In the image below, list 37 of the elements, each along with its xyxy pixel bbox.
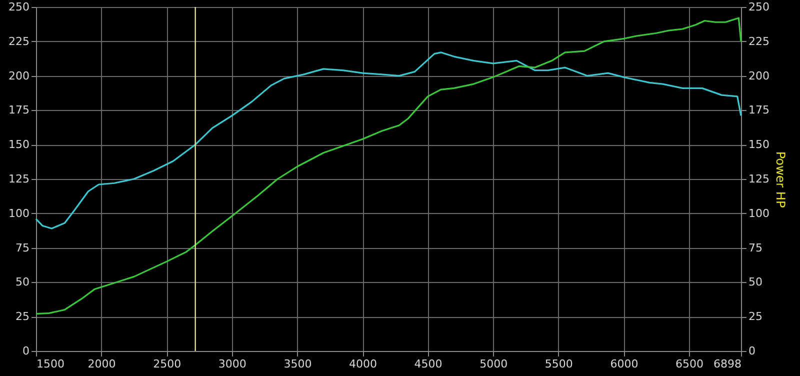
y2-tick-label: 100 [748, 206, 770, 220]
y-tick-label: 200 [8, 69, 30, 82]
x-tick-label: 2000 [88, 358, 116, 370]
y2-axis-title: Power HP [773, 151, 788, 208]
y-tick-label: 75 [16, 241, 30, 254]
y-tick-label: 150 [8, 138, 30, 152]
y2-tick-label: 250 [748, 0, 770, 14]
x-tick-label: 3500 [284, 358, 312, 370]
y-tick-label: 175 [8, 104, 30, 117]
y2-tick-label: 50 [748, 276, 762, 289]
y-tick-label: 125 [8, 172, 30, 186]
x-tick-label: 4500 [414, 358, 442, 370]
line-series [35, 52, 742, 230]
line-series [35, 17, 742, 315]
y2-tick-label: 175 [748, 104, 770, 117]
x-tick-label: 6898 [714, 358, 742, 370]
y2-tick-label: 25 [748, 310, 762, 324]
y2-tick-label: 75 [748, 241, 762, 254]
x-tick-label: 5500 [544, 358, 573, 370]
y2-tick-label: 225 [748, 34, 770, 48]
y2-tick-label: 200 [748, 69, 770, 82]
x-tick-label: 6000 [610, 358, 638, 370]
x-tick-label: 2500 [153, 358, 182, 370]
x-tick-label: 5000 [480, 358, 508, 370]
y-tick-label: 250 [8, 0, 30, 14]
y-tick-label: 100 [8, 206, 30, 220]
y2-tick-label: 0 [748, 344, 756, 358]
y2-tick-label: 125 [748, 172, 770, 186]
y2-tick-label: 150 [748, 138, 770, 152]
y-tick-label: 50 [16, 276, 30, 289]
y-tick-label: 25 [16, 310, 30, 324]
x-tick-label: 4000 [349, 358, 378, 370]
x-tick-label: 1500 [36, 358, 64, 370]
y-tick-label: 225 [8, 34, 30, 48]
x-tick-label: 6500 [676, 358, 704, 370]
y-tick-label: 0 [22, 344, 30, 358]
x-tick-label: 3000 [218, 358, 246, 370]
